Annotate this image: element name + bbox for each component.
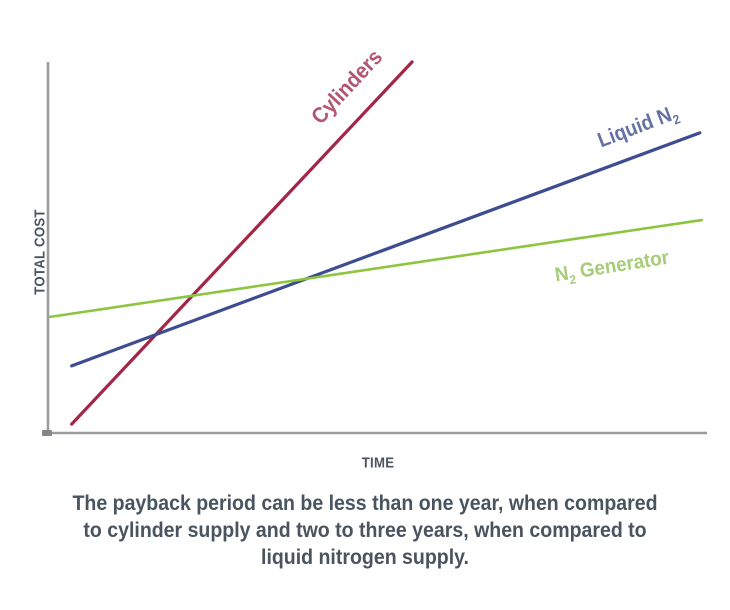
series-line-liquid-n2	[70, 131, 702, 368]
series-line-cylinders	[70, 60, 414, 426]
axis-origin-mark	[42, 430, 52, 436]
caption-line: liquid nitrogen supply.	[261, 546, 469, 569]
series-line-n2-generator	[48, 218, 704, 319]
x-axis-title: TIME	[361, 454, 395, 472]
caption-line: to cylinder supply and two to three year…	[83, 519, 647, 542]
caption-line: The payback period can be less than one …	[72, 492, 658, 515]
y-axis-title: TOTAL COST	[31, 209, 49, 295]
figure-caption: The payback period can be less than one …	[26, 490, 705, 571]
